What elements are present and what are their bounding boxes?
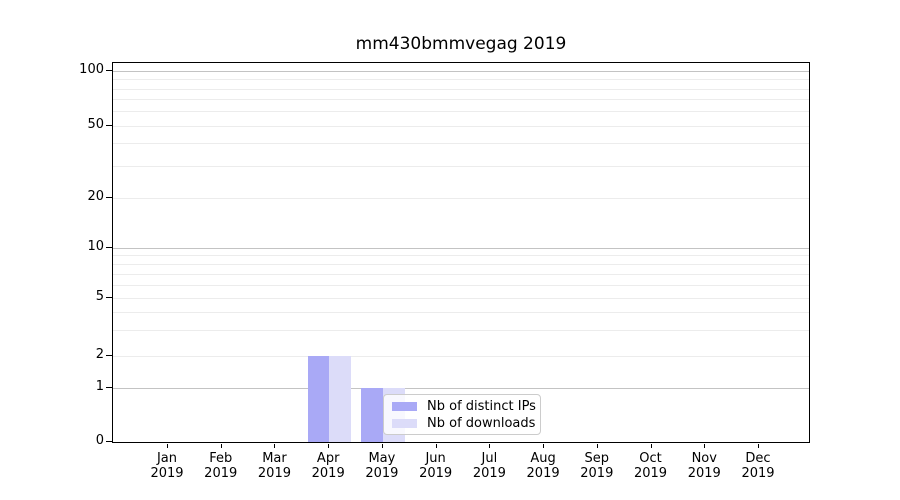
legend-swatch-downloads <box>392 419 417 428</box>
x-tick-year: 2019 <box>687 466 721 481</box>
y-tick-label-5: 5 <box>95 288 104 304</box>
x-tick-month: Dec <box>745 451 771 466</box>
gridline-minor-80 <box>113 88 809 90</box>
x-tick-label-oct: Oct 2019 <box>621 451 681 481</box>
x-tick-mark-mar <box>274 444 276 448</box>
y-tick-mark-1 <box>106 387 112 389</box>
gridline-minor-4 <box>113 311 809 313</box>
x-tick-year: 2019 <box>580 466 614 481</box>
x-tick-mark-jan <box>167 444 168 448</box>
x-tick-month: May <box>368 451 396 466</box>
x-tick-month: Mar <box>262 451 287 466</box>
x-tick-year: 2019 <box>633 466 668 481</box>
chart-title: mm430bmmvegag 2019 <box>355 34 567 54</box>
gridline-major-100 <box>113 70 809 72</box>
legend-swatch-distinct-ips <box>392 402 417 411</box>
x-tick-month: Jun <box>425 451 446 466</box>
x-tick-mark-feb <box>220 444 222 448</box>
legend-label-distinct-ips: Nb of distinct IPs <box>427 399 536 414</box>
y-tick-mark-50 <box>106 124 112 126</box>
y-tick-mark-20 <box>106 197 112 199</box>
y-tick-mark-100 <box>106 69 112 71</box>
x-tick-label-may: May 2019 <box>352 451 412 481</box>
x-tick-mark-aug <box>543 444 545 448</box>
y-tick-mark-2 <box>106 355 112 357</box>
x-tick-month: Jan <box>156 451 178 466</box>
x-tick-year: 2019 <box>741 466 775 481</box>
x-tick-month: Sep <box>584 451 610 466</box>
x-tick-label-feb: Feb 2019 <box>191 451 251 481</box>
x-tick-label-jun: Jun 2019 <box>406 451 466 481</box>
gridline-minor-7 <box>113 273 809 275</box>
x-tick-mark-apr <box>328 444 330 448</box>
legend-item-downloads: Nb of downloads <box>392 416 540 431</box>
x-tick-label-sep: Sep 2019 <box>567 451 627 481</box>
gridline-major-10 <box>113 247 809 249</box>
x-tick-month: Oct <box>639 451 662 466</box>
x-tick-mark-oct <box>650 444 652 448</box>
x-tick-year: 2019 <box>204 466 238 481</box>
x-tick-month: Jul <box>481 451 498 466</box>
gridline-minor-5 <box>113 297 809 299</box>
x-tick-year: 2019 <box>257 466 291 481</box>
x-tick-year: 2019 <box>150 466 184 481</box>
x-tick-year: 2019 <box>365 466 399 481</box>
x-tick-label-jul: Jul 2019 <box>459 451 519 481</box>
x-tick-label-jan: Jan 2019 <box>137 451 197 481</box>
y-tick-label-100: 100 <box>79 61 104 77</box>
y-tick-label-20: 20 <box>87 189 104 205</box>
x-tick-mark-may <box>381 444 383 448</box>
y-tick-mark-10 <box>106 246 112 248</box>
x-tick-mark-dec <box>757 444 759 448</box>
x-tick-month: Feb <box>209 451 233 466</box>
y-tick-mark-5 <box>106 296 112 298</box>
x-tick-month: Aug <box>530 451 556 466</box>
gridline-minor-6 <box>113 284 809 286</box>
x-tick-label-aug: Aug 2019 <box>513 451 573 481</box>
bar-distinct-ips-apr <box>307 356 330 442</box>
x-tick-label-mar: Mar 2019 <box>244 451 304 481</box>
x-tick-month: Nov <box>691 451 717 466</box>
gridline-minor-60 <box>113 111 809 113</box>
y-tick-mark-0 <box>106 441 112 442</box>
gridline-minor-8 <box>113 263 809 265</box>
y-tick-label-0: 0 <box>95 433 104 448</box>
bar-downloads-apr <box>329 356 351 442</box>
x-tick-year: 2019 <box>419 466 453 481</box>
x-tick-label-dec: Dec 2019 <box>728 451 788 481</box>
gridline-minor-2 <box>113 356 809 358</box>
gridline-minor-9 <box>113 255 809 257</box>
x-tick-mark-sep <box>596 444 598 448</box>
x-tick-month: Apr <box>316 451 340 466</box>
x-tick-mark-jul <box>489 444 491 448</box>
gridline-minor-40 <box>113 143 809 145</box>
y-tick-label-1: 1 <box>95 379 104 395</box>
y-tick-label-2: 2 <box>95 347 104 363</box>
gridline-minor-20 <box>113 198 809 200</box>
x-tick-mark-jun <box>435 444 437 448</box>
y-tick-label-50: 50 <box>87 116 104 132</box>
gridline-minor-70 <box>113 99 809 101</box>
x-tick-year: 2019 <box>472 466 506 481</box>
gridline-major-1 <box>113 388 809 390</box>
legend-item-distinct-ips: Nb of distinct IPs <box>392 399 540 414</box>
x-tick-label-nov: Nov 2019 <box>674 451 734 481</box>
gridline-minor-50 <box>113 125 809 127</box>
y-tick-label-10: 10 <box>87 238 104 254</box>
bar-distinct-ips-may <box>361 388 383 442</box>
x-tick-mark-nov <box>704 444 706 448</box>
gridline-minor-30 <box>113 166 809 168</box>
x-tick-year: 2019 <box>526 466 560 481</box>
gridline-minor-90 <box>113 79 809 81</box>
x-tick-year: 2019 <box>311 466 345 481</box>
legend: Nb of distinct IPs Nb of downloads <box>383 394 541 435</box>
gridline-minor-3 <box>113 330 809 332</box>
legend-label-downloads: Nb of downloads <box>427 416 536 431</box>
x-tick-label-apr: Apr 2019 <box>298 451 358 481</box>
plot-area: Nb of distinct IPs Nb of downloads <box>112 62 810 443</box>
